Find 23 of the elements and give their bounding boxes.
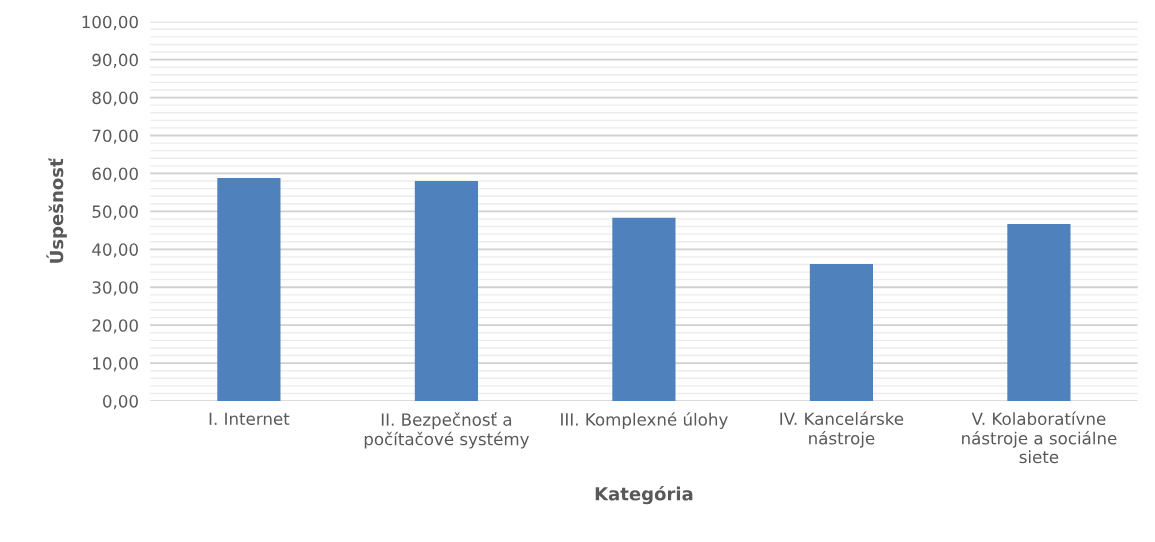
x-tick-label: I. Internet: [209, 412, 290, 426]
y-tick-label: 40,00: [92, 243, 138, 258]
x-axis-title: Kategória: [595, 485, 693, 505]
bar: [217, 177, 281, 402]
y-tick-label: 80,00: [92, 91, 138, 106]
x-tick-label: III. Komplexné úlohy: [561, 412, 728, 429]
y-axis-title: Úspešnosť: [46, 157, 67, 263]
y-tick-label: 30,00: [92, 281, 138, 296]
bar: [414, 181, 479, 402]
bar: [612, 217, 676, 402]
x-tick-label: IV. Kancelárske nástroje: [780, 411, 904, 448]
y-tick-label: 10,00: [93, 357, 138, 372]
y-tick-label: 60,00: [92, 167, 138, 182]
bar: [809, 264, 874, 402]
y-tick-label: 20,00: [92, 319, 138, 334]
bar: [1007, 223, 1071, 402]
y-tick-label: 90,00: [92, 53, 138, 68]
y-tick-label: 100,00: [82, 15, 138, 30]
y-tick-label: 50,00: [92, 205, 138, 220]
y-tick-label: 0,00: [103, 395, 138, 410]
x-tick-label: II. Bezpečnosť a počítačové systémy: [364, 412, 530, 449]
x-tick-label: V. Kolaboratívne nástroje a sociálne siete: [962, 411, 1117, 464]
y-tick-label: 70,00: [92, 129, 138, 144]
